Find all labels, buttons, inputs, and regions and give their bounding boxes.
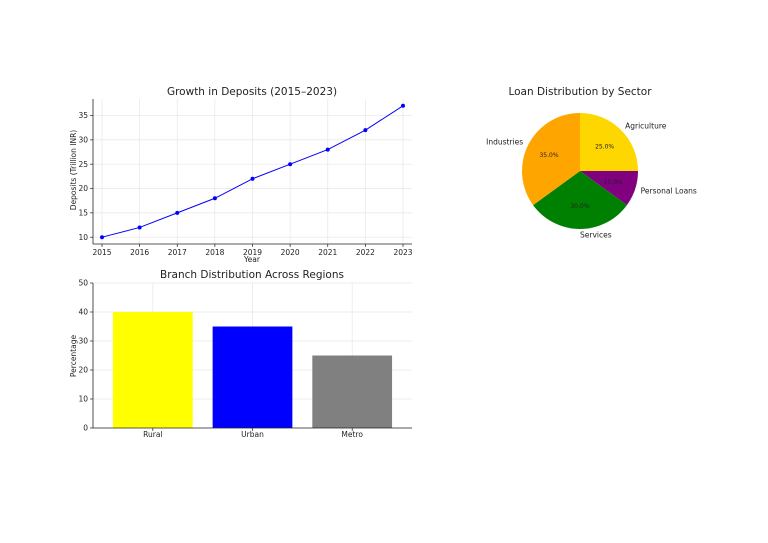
deposits-data-point xyxy=(288,162,293,167)
deposits-data-point xyxy=(325,147,330,152)
branch-chart-title: Branch Distribution Across Regions xyxy=(160,269,344,281)
branch-x-tick-label: Metro xyxy=(341,430,363,439)
deposits-x-tick-label: 2022 xyxy=(356,248,375,257)
branch-y-tick-label: 40 xyxy=(78,308,88,317)
deposits-x-tick-label: 2020 xyxy=(281,248,300,257)
deposits-points xyxy=(100,103,405,240)
deposits-data-point xyxy=(137,225,142,230)
pie-percent-label: 10.0% xyxy=(604,179,623,186)
pie-category-label: Services xyxy=(580,231,612,240)
pie-category-label: Personal Loans xyxy=(641,186,697,195)
deposits-x-ticks: 2015 2016 2017 2018 2019 2020 2021 2022 2023 xyxy=(92,244,413,257)
loan-chart-title: Loan Distribution by Sector xyxy=(508,86,652,98)
branch-y-tick-label: 50 xyxy=(78,279,88,288)
pie-category-label: Agriculture xyxy=(625,122,667,131)
pie-percent-label: 25.0% xyxy=(595,143,614,150)
deposits-x-axis-label: Year xyxy=(243,255,261,264)
deposits-y-tick-label: 15 xyxy=(78,209,88,218)
pie-slice-personal-loans xyxy=(580,171,638,206)
deposits-data-point xyxy=(175,210,180,215)
deposits-data-point xyxy=(100,235,104,240)
deposits-x-tick-label: 2017 xyxy=(168,248,187,257)
deposits-x-tick-label: 2016 xyxy=(130,248,149,257)
deposits-grid xyxy=(93,99,412,244)
pie-slice-services xyxy=(533,171,627,229)
loan-pie-chart: Loan Distribution by Sector Agriculture 2… xyxy=(486,86,697,240)
deposits-x-tick-label: 2021 xyxy=(318,248,337,257)
branch-bars xyxy=(112,312,393,428)
pie-percent-label: 35.0% xyxy=(539,152,558,159)
bar-metro xyxy=(312,355,393,428)
branch-y-tick-label: 20 xyxy=(78,366,88,375)
deposits-data-point xyxy=(401,103,405,108)
deposits-y-tick-label: 35 xyxy=(78,111,88,120)
deposits-y-tick-label: 25 xyxy=(78,160,88,169)
bar-urban xyxy=(212,326,293,428)
deposits-y-tick-label: 20 xyxy=(78,184,88,193)
branch-y-tick-label: 10 xyxy=(78,395,88,404)
deposits-x-tick-label: 2015 xyxy=(92,248,111,257)
deposits-data-point xyxy=(250,176,255,181)
pie-slice-agriculture xyxy=(580,113,638,171)
deposits-data-point xyxy=(363,128,368,133)
deposits-x-tick-label: 2019 xyxy=(243,248,262,257)
branch-bar-chart: Branch Distribution Across Regions Rural… xyxy=(69,269,412,439)
deposits-line-chart: Growth in Deposits (2015–2023) 2015 2016 2… xyxy=(69,86,413,264)
deposits-y-tick-label: 10 xyxy=(78,233,88,242)
branch-x-tick-label: Urban xyxy=(241,430,264,439)
branch-y-ticks: 0 10 20 30 40 50 xyxy=(78,279,93,433)
pie-category-label: Industries xyxy=(486,138,523,147)
branch-y-tick-label: 0 xyxy=(83,424,88,433)
deposits-x-tick-label: 2018 xyxy=(205,248,224,257)
deposits-y-axis-label: Deposits (Trillion INR) xyxy=(69,130,78,211)
deposits-y-ticks: 10 15 20 25 30 35 xyxy=(78,111,93,242)
branch-y-axis-label: Percentage xyxy=(69,335,78,378)
pie-percent-label: 30.0% xyxy=(570,203,589,210)
deposits-y-tick-label: 30 xyxy=(78,136,88,145)
branch-x-tick-label: Rural xyxy=(143,430,162,439)
pie-slices xyxy=(522,113,638,229)
pie-labels: Agriculture 25.0% Personal Loans 10.0% Servi… xyxy=(486,122,697,240)
deposits-chart-title: Growth in Deposits (2015–2023) xyxy=(167,86,337,98)
branch-x-ticks: Rural Urban Metro xyxy=(143,428,363,439)
pie-slice-industries xyxy=(522,113,580,206)
deposits-x-tick-label: 2023 xyxy=(393,248,412,257)
branch-y-tick-label: 30 xyxy=(78,337,88,346)
bar-rural xyxy=(112,312,193,428)
deposits-data-point xyxy=(212,196,217,201)
